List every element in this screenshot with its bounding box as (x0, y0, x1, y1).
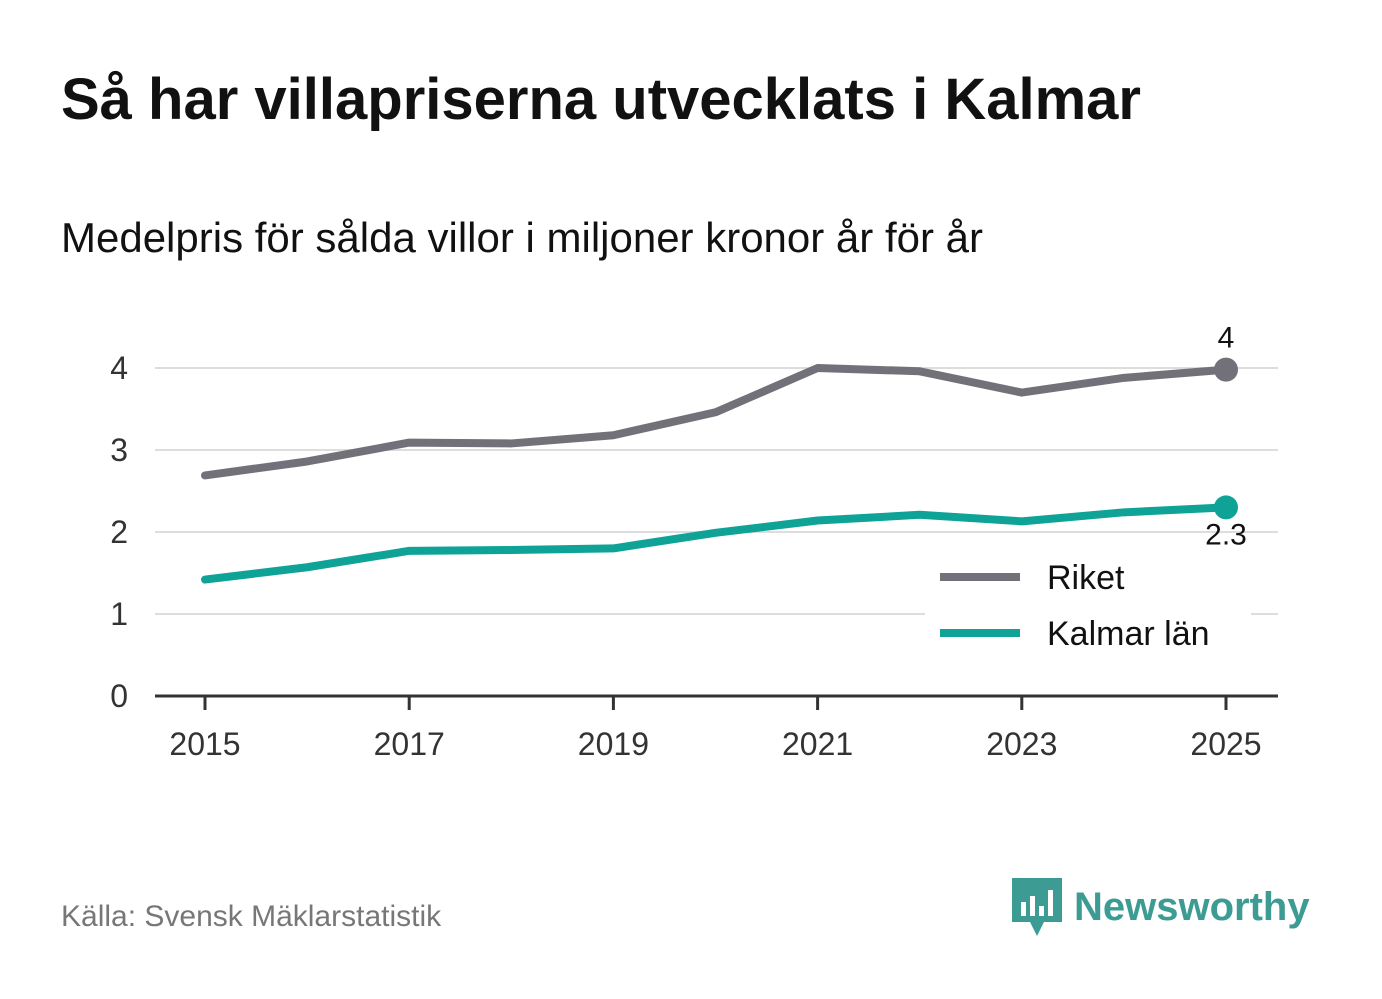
y-tick-label: 2 (110, 514, 128, 550)
legend-label: Riket (1047, 559, 1125, 597)
end-point-marker (1214, 495, 1238, 520)
x-tick-label: 2021 (782, 726, 853, 762)
x-tick-label: 2015 (169, 726, 240, 762)
y-tick-label: 4 (110, 350, 128, 386)
x-tick-label: 2023 (986, 726, 1057, 762)
x-tick-label: 2017 (374, 726, 445, 762)
chart-title: Så har villapriserna utvecklats i Kalmar (61, 67, 1141, 132)
source-note: Källa: Svensk Mäklarstatistik (61, 900, 442, 933)
y-tick-label: 0 (110, 678, 128, 714)
x-tick-label: 2019 (578, 726, 649, 762)
end-value-label: 2.3 (1205, 518, 1247, 551)
end-point-marker (1214, 357, 1238, 382)
series-line-riket (201, 364, 1230, 480)
x-tick-label: 2025 (1190, 726, 1261, 762)
brand-logo: Newsworthy (1012, 878, 1310, 936)
legend-background (925, 552, 1251, 664)
y-tick-label: 3 (110, 432, 128, 468)
series-line-kalmar-l-n (201, 503, 1230, 584)
y-tick-label: 1 (110, 596, 128, 632)
legend-label: Kalmar län (1047, 615, 1210, 653)
brand-name: Newsworthy (1074, 884, 1310, 929)
chart-subtitle: Medelpris för sålda villor i miljoner kr… (61, 214, 983, 261)
end-value-label: 4 (1218, 322, 1235, 355)
newsworthy-logo-icon (1012, 878, 1062, 936)
